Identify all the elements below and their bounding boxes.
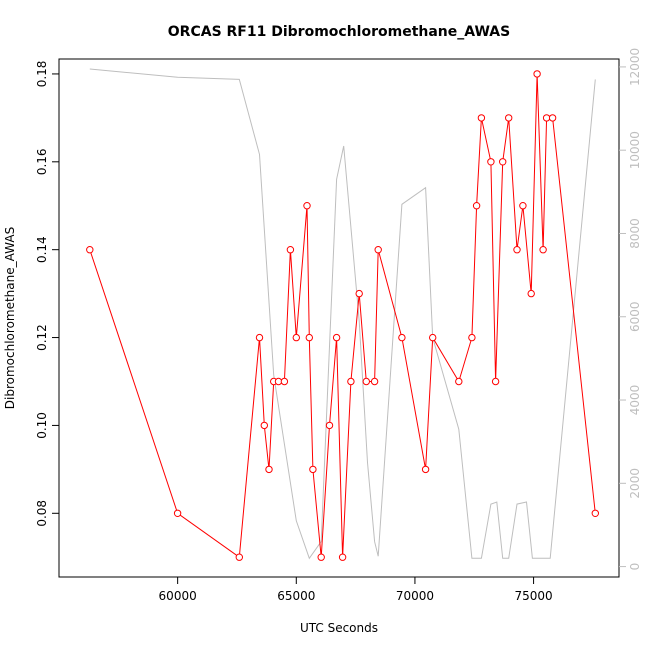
data-point	[455, 377, 463, 386]
data-point	[513, 246, 521, 254]
y2-tick-label: 10000	[628, 131, 642, 169]
y2-tick-label: 12000	[628, 48, 642, 86]
x-tick-label: 75000	[514, 589, 552, 603]
data-point	[398, 333, 406, 342]
x-axis-label: UTC Seconds	[300, 621, 378, 635]
data-point	[362, 377, 370, 386]
y-tick-label: 0.10	[35, 412, 49, 439]
altitude-series	[89, 68, 596, 560]
data-point	[173, 509, 182, 517]
y2-tick-label: 2000	[628, 468, 642, 499]
data-point	[542, 114, 551, 122]
y-tick-label: 0.16	[35, 148, 49, 175]
plot-frame	[58, 58, 620, 578]
data-point	[487, 158, 495, 166]
data-point	[505, 114, 513, 122]
dibromochloromethane-series	[86, 70, 599, 561]
x-tick-label: 60000	[159, 589, 197, 603]
y-axis-left: 0.08 0.10 0.12 0.14 0.16 0.18	[35, 61, 59, 527]
x-axis: 60000 65000 70000 75000	[159, 577, 553, 603]
y-axis-label: Dibromochloromethane_AWAS	[3, 227, 17, 409]
data-point	[286, 246, 295, 254]
data-point	[332, 333, 341, 342]
data-point	[292, 333, 300, 342]
data-point	[477, 114, 486, 122]
data-point	[472, 202, 481, 210]
data-point	[86, 246, 94, 254]
y-tick-label: 0.12	[35, 324, 49, 351]
data-point	[347, 377, 355, 386]
y2-tick-label: 4000	[628, 385, 642, 416]
y2-tick-label: 0	[628, 563, 642, 571]
y-tick-label: 0.14	[35, 236, 49, 263]
data-point	[235, 553, 244, 561]
data-point	[260, 421, 268, 430]
altitude-line	[89, 68, 596, 560]
chart-title: ORCAS RF11 Dibromochloromethane_AWAS	[168, 24, 510, 40]
data-point	[317, 553, 325, 561]
data-point	[421, 465, 430, 474]
data-point	[280, 377, 289, 386]
y2-tick-label: 6000	[628, 301, 642, 332]
data-point	[338, 553, 347, 561]
data-point	[491, 377, 500, 386]
data-point	[539, 246, 547, 254]
y-axis-right: 0 2000 4000 6000 8000 10000 12000	[619, 48, 642, 571]
data-point	[370, 377, 379, 386]
data-point	[533, 70, 541, 78]
y2-tick-label: 8000	[628, 218, 642, 249]
data-point	[255, 333, 264, 342]
data-point	[468, 333, 476, 342]
x-tick-label: 65000	[277, 589, 315, 603]
series-line	[89, 73, 596, 559]
data-point	[374, 246, 382, 254]
data-point	[265, 465, 273, 474]
data-point	[325, 421, 334, 430]
data-point	[548, 114, 557, 122]
data-point	[303, 202, 311, 210]
y-tick-label: 0.08	[35, 500, 49, 527]
data-point	[429, 333, 437, 342]
data-point	[519, 202, 527, 210]
data-point	[305, 333, 313, 342]
data-point	[309, 465, 317, 474]
y-tick-label: 0.18	[35, 61, 49, 88]
x-tick-label: 70000	[396, 589, 434, 603]
data-point	[527, 289, 535, 298]
data-point	[499, 158, 507, 166]
data-point	[591, 509, 599, 517]
data-point	[355, 289, 363, 298]
